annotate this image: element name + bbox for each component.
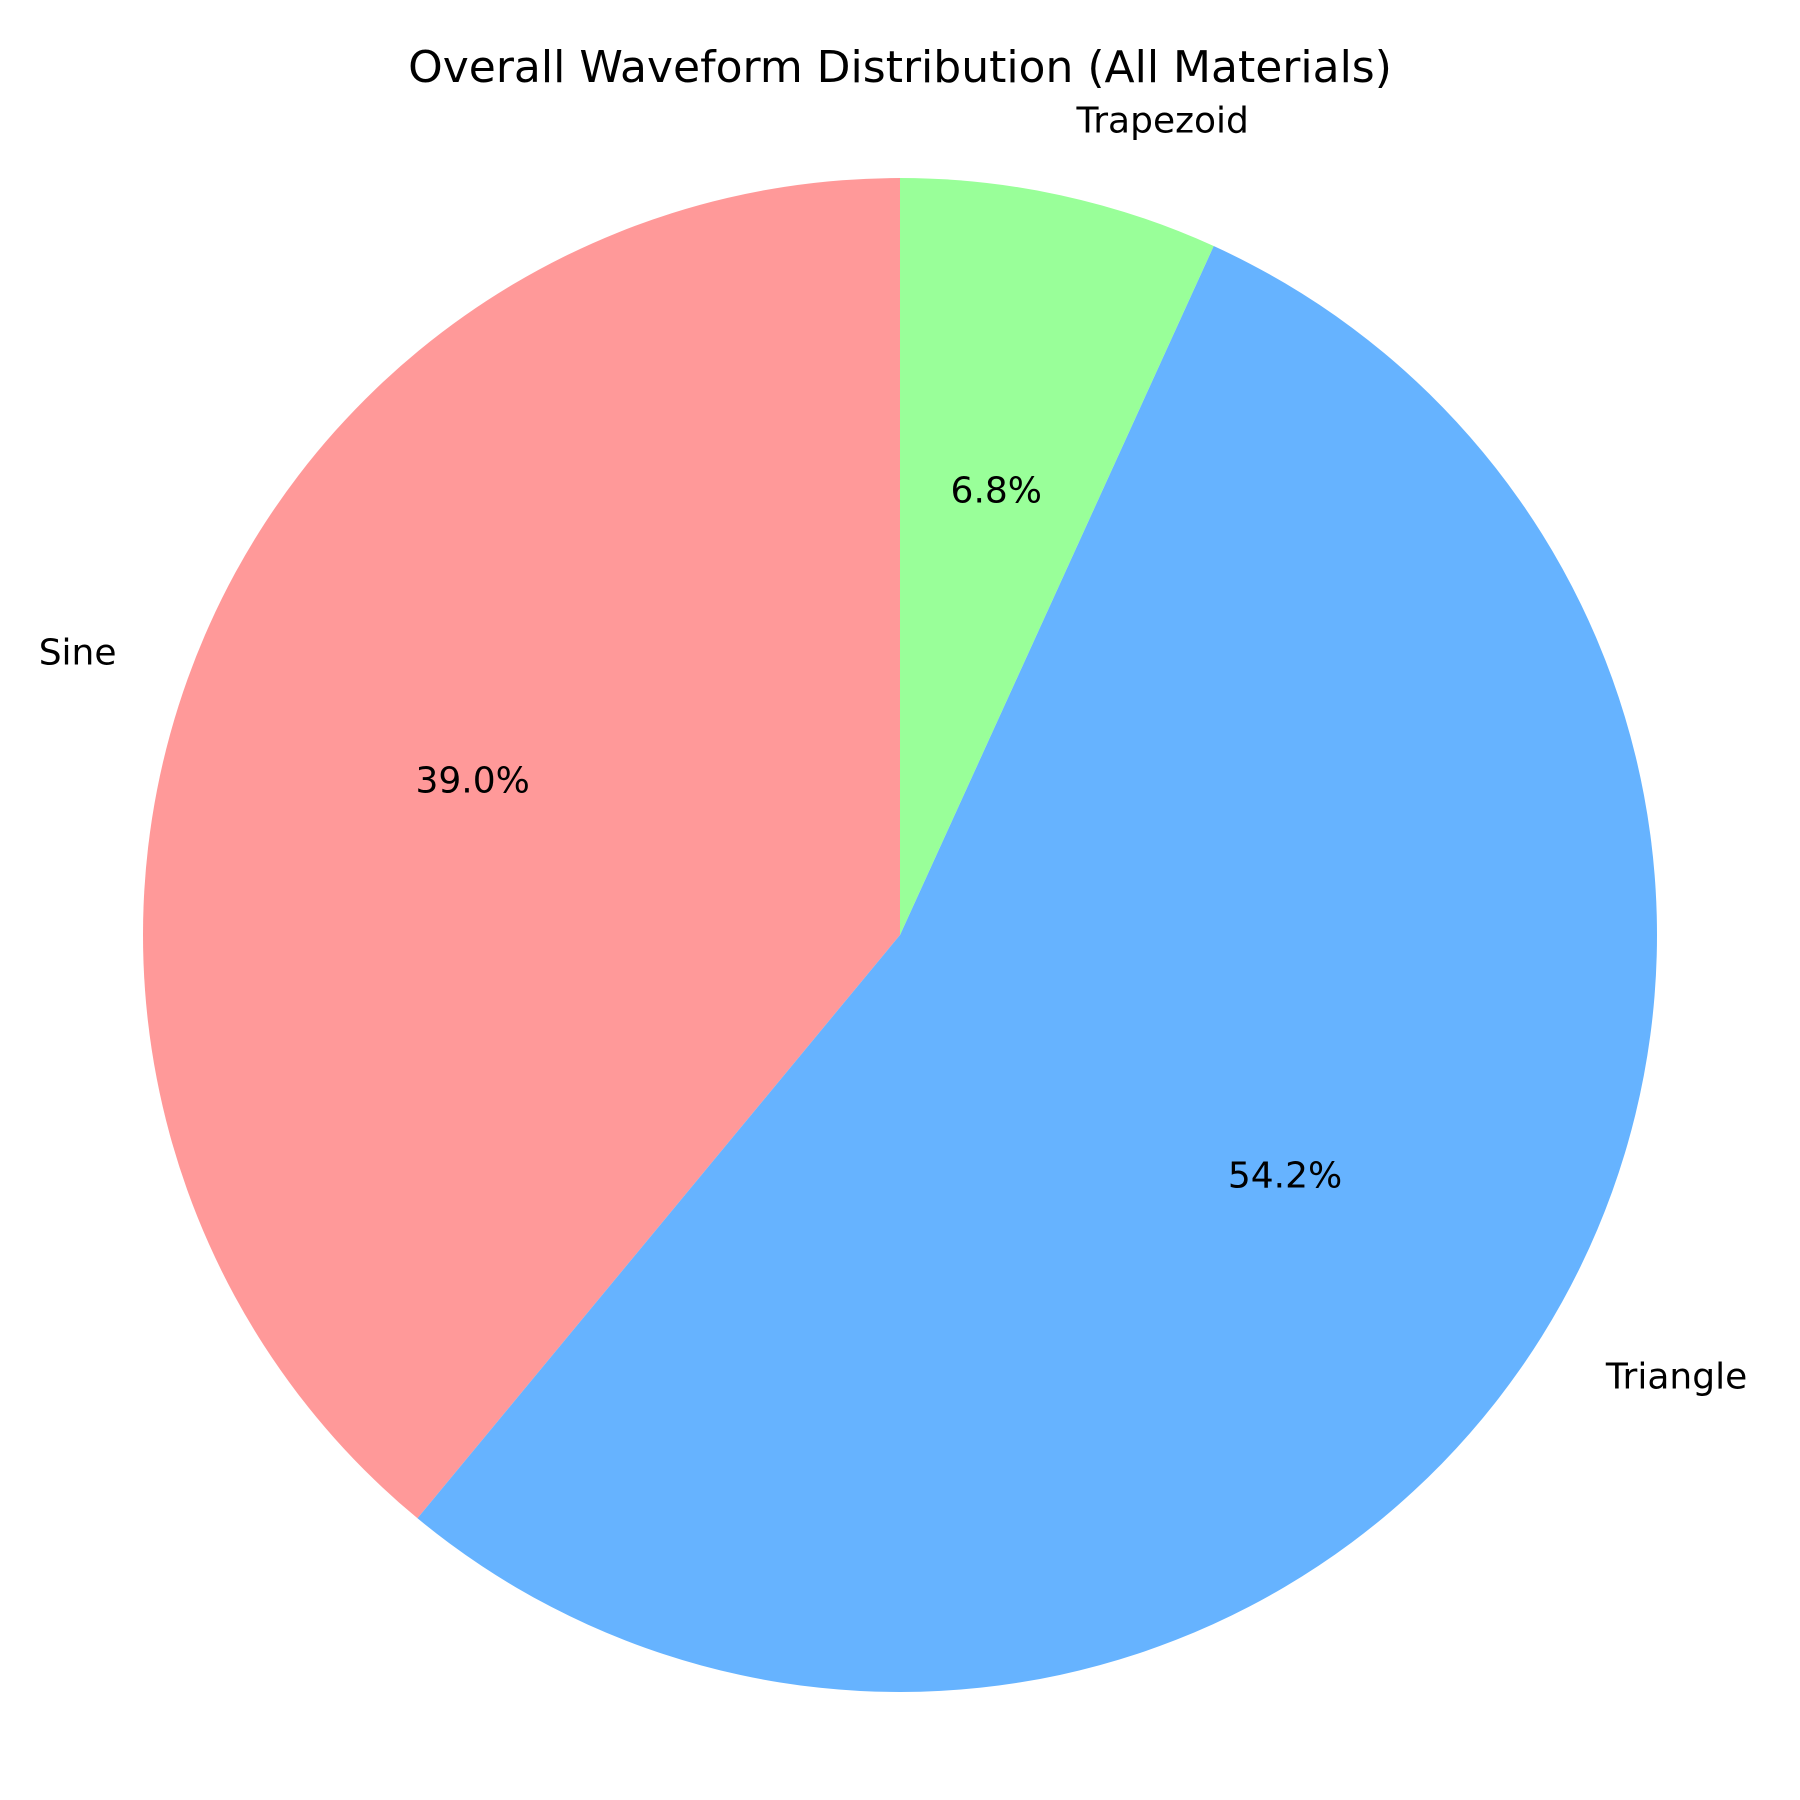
pie-slices [143, 178, 1658, 1693]
slice-label-triangle: Triangle [1605, 1356, 1747, 1397]
pie-labels: Sine 39.0% Triangle 54.2% Trapezoid 6.8% [39, 101, 1748, 1398]
pie-slice-sine [143, 178, 901, 1519]
pie-slice-trapezoid [900, 178, 1214, 935]
slice-percent-sine: 39.0% [415, 761, 529, 802]
chart-title: Overall Waveform Distribution (All Mater… [408, 42, 1392, 93]
slice-percent-triangle: 54.2% [1228, 1155, 1342, 1196]
slice-label-sine: Sine [39, 632, 117, 673]
pie-slice-triangle [417, 246, 1658, 1693]
slice-label-trapezoid: Trapezoid [1076, 101, 1249, 142]
slice-percent-trapezoid: 6.8% [951, 471, 1042, 512]
